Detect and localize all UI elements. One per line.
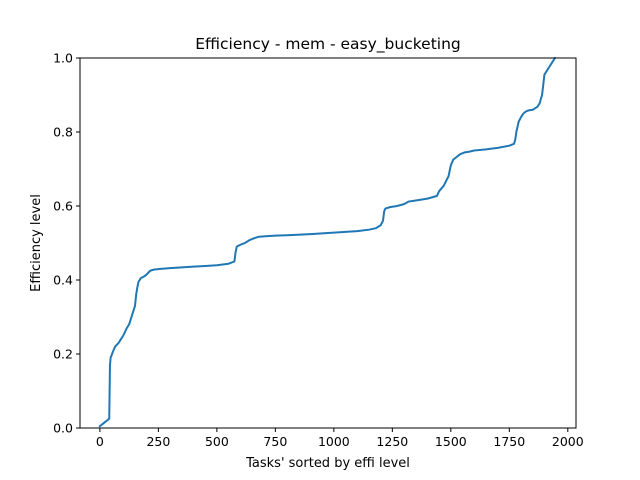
y-axis-label: Efficiency level bbox=[29, 194, 44, 292]
series-layer bbox=[98, 56, 557, 428]
x-tick-label: 1000 bbox=[318, 434, 350, 449]
y-tick-label: 0.4 bbox=[53, 273, 73, 288]
x-tick-label: 250 bbox=[146, 434, 170, 449]
x-tick-label: 1250 bbox=[376, 434, 408, 449]
y-axis: 0.0 0.2 0.4 0.6 0.8 1.0 bbox=[53, 51, 80, 436]
y-tick-label: 0.6 bbox=[53, 199, 73, 214]
y-tick-label: 0.0 bbox=[53, 421, 73, 436]
x-axis-label: Tasks' sorted by effi level bbox=[245, 456, 410, 471]
y-tick-label: 0.8 bbox=[53, 125, 73, 140]
series-line bbox=[98, 56, 557, 428]
plot-frame bbox=[79, 57, 577, 429]
x-tick-label: 0 bbox=[96, 434, 104, 449]
x-tick-label: 1750 bbox=[493, 434, 525, 449]
x-axis: 0 250 500 750 1000 1250 1500 1750 2000 bbox=[96, 428, 584, 449]
x-tick-label: 2000 bbox=[552, 434, 584, 449]
x-tick-label: 750 bbox=[263, 434, 287, 449]
y-tick-label: 1.0 bbox=[53, 51, 73, 66]
plot-background bbox=[80, 58, 576, 428]
y-tick-label: 0.2 bbox=[53, 347, 73, 362]
x-tick-label: 1500 bbox=[435, 434, 467, 449]
x-tick-label: 500 bbox=[205, 434, 229, 449]
chart-title: Efficiency - mem - easy_bucketing bbox=[195, 35, 461, 54]
